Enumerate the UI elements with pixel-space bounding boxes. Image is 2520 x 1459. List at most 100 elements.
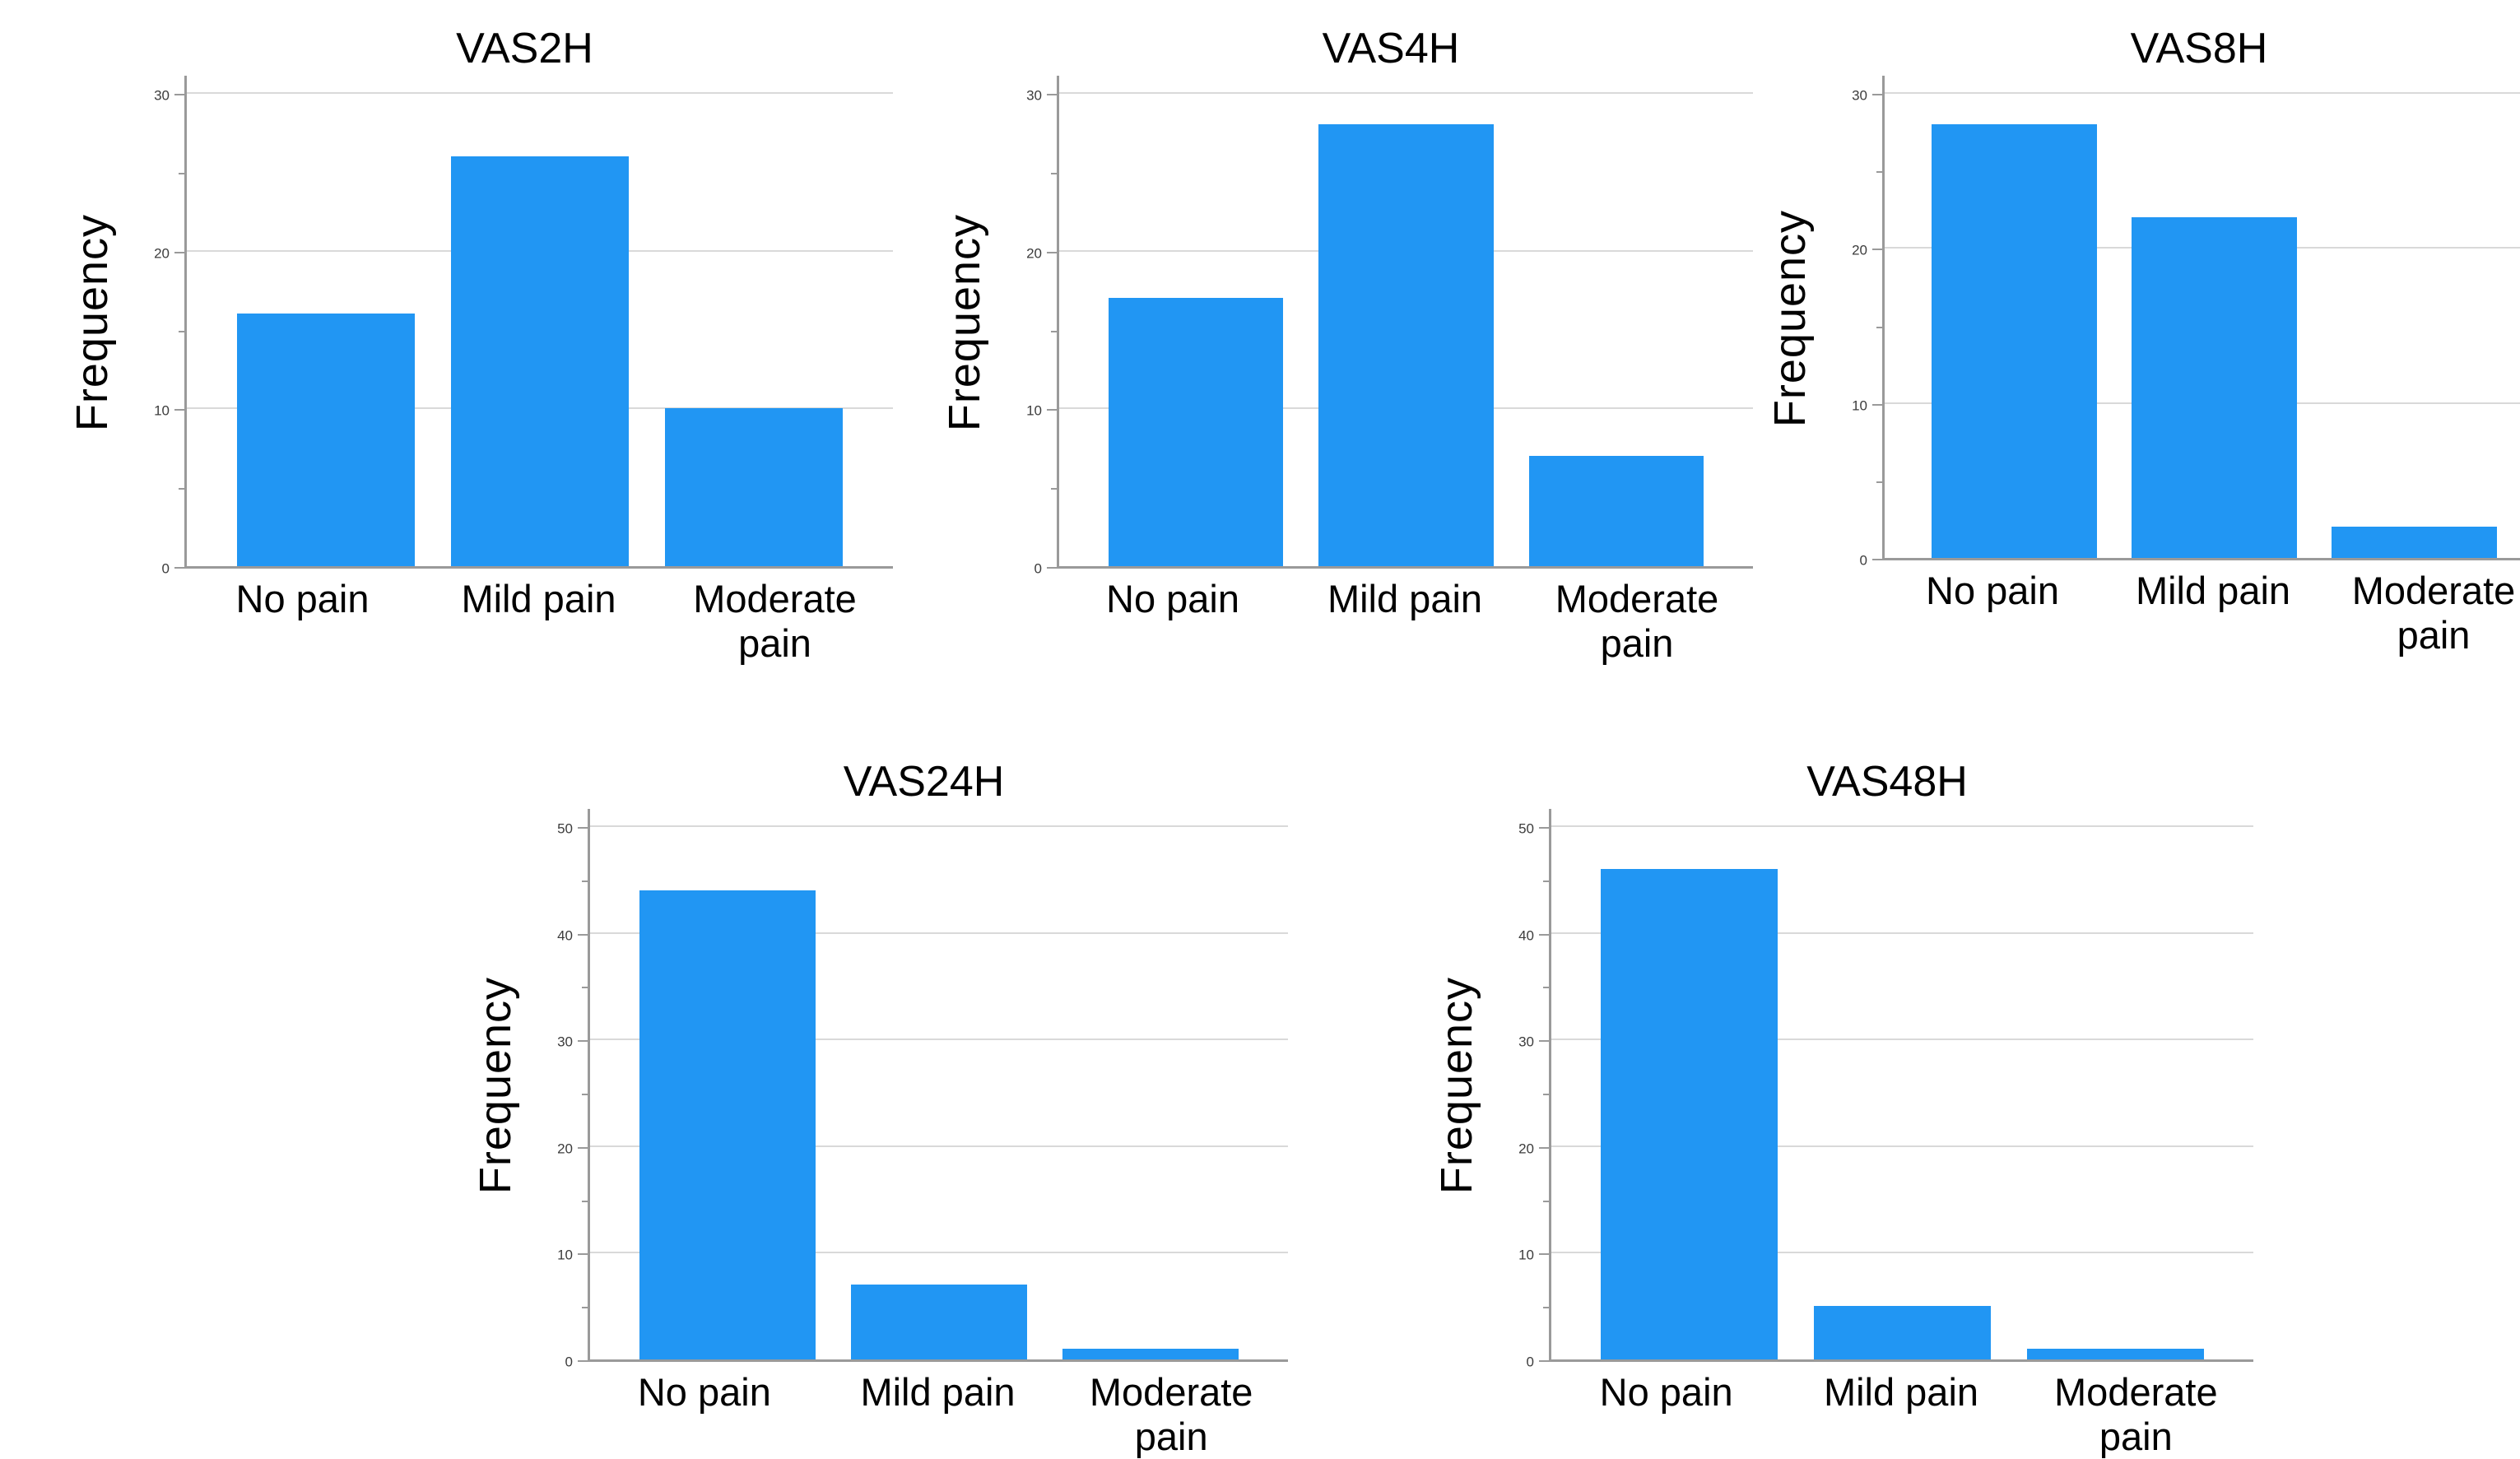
y-axis-title-text: Frequency	[1432, 976, 1481, 1195]
y-axis-title: Frequency	[58, 76, 127, 569]
y-axis: 0 10 20 30 40 50	[530, 809, 588, 1369]
gridline	[590, 1252, 1288, 1254]
plot-area	[184, 76, 893, 569]
bars	[590, 809, 1288, 1359]
bar-slot	[2009, 809, 2222, 1359]
y-tick-label: 30	[1026, 87, 1042, 104]
y-minor-tick-mark	[1543, 1307, 1549, 1309]
gridline	[1551, 1252, 2253, 1254]
x-tick-label: Moderate pain	[1089, 1370, 1253, 1459]
y-tick-label: 30	[1852, 87, 1867, 104]
y-tick-label: 20	[1852, 242, 1867, 258]
x-axis-labels: No pain Mild pain Moderate pain	[184, 577, 893, 666]
bar-slot	[1583, 809, 1796, 1359]
x-tick-label: Moderate pain	[2351, 569, 2516, 657]
y-tick-label: 20	[154, 245, 170, 262]
y-tick-label: 30	[1518, 1034, 1534, 1050]
x-axis-labels: No pain Mild pain Moderate pain	[1549, 1370, 2253, 1459]
y-minor-tick-mark	[179, 330, 184, 332]
x-tick-label: No pain	[1599, 1370, 1733, 1414]
bar-mild-pain	[2131, 216, 2298, 558]
bar-mild-pain	[851, 1285, 1027, 1359]
y-tick-label: 10	[154, 402, 170, 419]
y-tick-mark	[578, 933, 588, 936]
y-tick-mark	[1539, 933, 1549, 936]
y-minor-tick-mark	[1543, 1200, 1549, 1202]
y-minor-tick-mark	[1543, 1094, 1549, 1095]
bar-slot	[1090, 76, 1301, 566]
y-tick-mark	[578, 1360, 588, 1362]
y-axis-title-text: Frequency	[67, 213, 117, 431]
bar-no-pain	[236, 314, 415, 566]
y-tick-label: 50	[1518, 820, 1534, 837]
y-tick-label: 10	[1852, 397, 1867, 414]
y-tick-mark	[578, 1253, 588, 1256]
y-minor-tick-mark	[582, 1200, 588, 1202]
y-minor-tick-mark	[1543, 880, 1549, 882]
chart-vas24h: VAS24H Frequency 0 10 20 30 40 50 No pain Mild pa…	[461, 756, 1288, 1459]
y-minor-tick-mark	[582, 1094, 588, 1095]
y-tick-mark	[1539, 1040, 1549, 1043]
bar-slot	[2314, 76, 2514, 558]
y-tick-label: 10	[557, 1247, 573, 1263]
y-tick-mark	[174, 251, 184, 253]
x-tick-label: No pain	[637, 1370, 771, 1414]
chart-body: Frequency 0 10 20 30	[58, 76, 893, 576]
y-tick-mark	[1872, 559, 1882, 560]
chart-vas2h: VAS2H Frequency 0 10 20 30 No pain Mild pain Mod…	[58, 23, 893, 666]
y-tick-label: 20	[557, 1141, 573, 1157]
y-tick-label: 0	[565, 1354, 573, 1370]
gridline	[590, 825, 1288, 827]
x-axis-labels: No pain Mild pain Moderate pain	[588, 1370, 1288, 1459]
chart-vas8h: VAS8H Frequency 0 10 20 30 No pain Mild pain Mod…	[1755, 23, 2520, 657]
plot-area	[1057, 76, 1753, 569]
bar-moderate-pain	[2026, 1349, 2204, 1359]
y-axis: 0 10 20 30 40 50	[1491, 809, 1549, 1369]
y-tick-label: 40	[557, 927, 573, 944]
bar-no-pain	[1108, 298, 1283, 566]
y-minor-tick-mark	[1051, 172, 1057, 174]
y-tick-label: 10	[1026, 402, 1042, 419]
bars	[187, 76, 893, 566]
y-tick-label: 20	[1026, 245, 1042, 262]
chart-body: Frequency 0 10 20 30 40 50	[1422, 809, 2253, 1369]
bar-slot	[1914, 76, 2114, 558]
y-tick-label: 40	[1518, 927, 1534, 944]
y-tick-mark	[1539, 827, 1549, 829]
y-minor-tick-mark	[179, 172, 184, 174]
bar-slot	[1511, 76, 1722, 566]
bar-slot	[833, 809, 1044, 1359]
x-tick-label: Mild pain	[461, 577, 616, 620]
y-tick-label: 50	[557, 820, 573, 837]
x-tick-label: Mild pain	[1327, 577, 1483, 620]
bar-slot	[1796, 809, 2009, 1359]
y-tick-mark	[1539, 1253, 1549, 1256]
x-tick-label: No pain	[1106, 577, 1239, 620]
y-axis-title: Frequency	[930, 76, 999, 569]
y-minor-tick-mark	[582, 987, 588, 989]
y-minor-tick-mark	[1051, 488, 1057, 490]
chart-body: Frequency 0 10 20 30 40 50	[461, 809, 1288, 1369]
bar-slot	[1301, 76, 1512, 566]
y-axis: 0 10 20 30	[127, 76, 184, 576]
chart-title: VAS24H	[843, 758, 1005, 806]
bar-slot	[1045, 809, 1257, 1359]
bars	[1885, 76, 2520, 558]
y-tick-mark	[1047, 94, 1057, 95]
bar-moderate-pain	[1062, 1349, 1239, 1359]
y-tick-mark	[578, 1146, 588, 1149]
chart-vas4h: VAS4H Frequency 0 10 20 30 No pain Mild pain Mod…	[930, 23, 1753, 666]
bars	[1059, 76, 1753, 566]
y-tick-mark	[1872, 249, 1882, 251]
y-axis-title-text: Frequency	[1765, 209, 1815, 427]
bar-no-pain	[639, 890, 816, 1359]
y-minor-tick-mark	[582, 880, 588, 882]
y-axis-title: Frequency	[1755, 76, 1825, 560]
y-tick-label: 0	[161, 560, 170, 577]
y-tick-mark	[1539, 1360, 1549, 1362]
y-tick-mark	[1047, 251, 1057, 253]
x-axis-labels: No pain Mild pain Moderate pain	[1882, 569, 2520, 657]
chart-title: VAS4H	[1322, 25, 1460, 72]
chart-title: VAS48H	[1806, 758, 1968, 806]
chart-body: Frequency 0 10 20 30	[1755, 76, 2520, 568]
